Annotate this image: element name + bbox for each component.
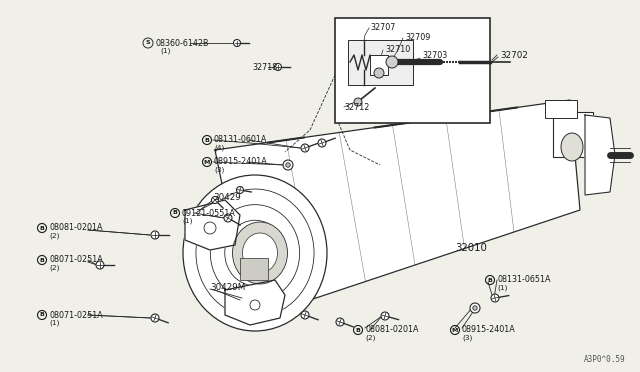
Bar	[240, 258, 268, 280]
Text: 08071-0251A: 08071-0251A	[49, 311, 103, 320]
Polygon shape	[185, 200, 240, 250]
Bar	[335, 18, 490, 123]
Bar	[545, 100, 577, 118]
Circle shape	[224, 214, 232, 222]
Text: (2): (2)	[49, 233, 60, 239]
Text: 32707: 32707	[370, 22, 396, 32]
Circle shape	[381, 312, 389, 320]
Circle shape	[354, 98, 362, 106]
Circle shape	[237, 186, 243, 193]
Circle shape	[374, 68, 384, 78]
Ellipse shape	[232, 222, 287, 284]
Text: 08360-6142B: 08360-6142B	[155, 38, 209, 48]
Text: 09121-0551A: 09121-0551A	[182, 208, 236, 218]
Text: (1): (1)	[182, 218, 193, 224]
Polygon shape	[215, 100, 580, 320]
Circle shape	[473, 306, 477, 310]
Text: 30429M: 30429M	[210, 282, 245, 292]
Ellipse shape	[561, 133, 583, 161]
Text: 32702: 32702	[500, 51, 528, 60]
Circle shape	[336, 318, 344, 326]
Text: M: M	[204, 160, 210, 164]
Text: (3): (3)	[462, 335, 472, 341]
Circle shape	[470, 303, 480, 313]
Text: B: B	[488, 278, 492, 282]
Circle shape	[96, 261, 104, 269]
Text: B: B	[40, 312, 44, 317]
Text: 08131-0651A: 08131-0651A	[497, 276, 550, 285]
Ellipse shape	[243, 233, 278, 273]
Bar	[370, 55, 388, 75]
Text: B: B	[205, 138, 209, 142]
Text: A3P0^0.59: A3P0^0.59	[584, 356, 625, 365]
Text: S: S	[146, 41, 150, 45]
Circle shape	[211, 196, 218, 203]
Text: 32712: 32712	[344, 103, 369, 112]
Text: B: B	[173, 211, 177, 215]
Circle shape	[301, 144, 309, 152]
Text: 32703: 32703	[422, 51, 447, 61]
Text: 30429: 30429	[213, 193, 241, 202]
Text: (1): (1)	[160, 48, 170, 54]
Text: 08081-0201A: 08081-0201A	[49, 224, 102, 232]
Circle shape	[285, 163, 291, 167]
Text: (2): (2)	[365, 335, 376, 341]
Circle shape	[283, 160, 293, 170]
Text: (1): (1)	[49, 320, 60, 326]
Text: 08081-0201A: 08081-0201A	[365, 326, 419, 334]
Text: (3): (3)	[214, 167, 225, 173]
Bar	[348, 40, 413, 85]
Text: 08915-2401A: 08915-2401A	[462, 326, 516, 334]
Text: 08071-0251A: 08071-0251A	[49, 256, 103, 264]
Text: B: B	[40, 257, 44, 263]
FancyBboxPatch shape	[553, 112, 593, 157]
Circle shape	[386, 56, 398, 68]
Circle shape	[151, 231, 159, 239]
Text: (2): (2)	[49, 265, 60, 271]
Text: B: B	[356, 327, 360, 333]
Ellipse shape	[183, 175, 327, 331]
Text: 32709: 32709	[405, 32, 430, 42]
Text: (4): (4)	[214, 145, 225, 151]
Text: M: M	[452, 327, 458, 333]
Polygon shape	[225, 280, 285, 325]
Text: 32718: 32718	[252, 62, 277, 71]
Circle shape	[151, 314, 159, 322]
Text: 32010: 32010	[455, 243, 487, 253]
Polygon shape	[585, 115, 615, 195]
Circle shape	[234, 39, 241, 46]
Circle shape	[318, 139, 326, 147]
Text: 08131-0601A: 08131-0601A	[214, 135, 268, 144]
Text: 08915-2401A: 08915-2401A	[214, 157, 268, 167]
Circle shape	[275, 64, 282, 71]
Circle shape	[491, 294, 499, 302]
Text: (1): (1)	[497, 285, 508, 291]
Text: 32710: 32710	[385, 45, 410, 54]
Text: B: B	[40, 225, 44, 231]
Circle shape	[301, 311, 309, 319]
